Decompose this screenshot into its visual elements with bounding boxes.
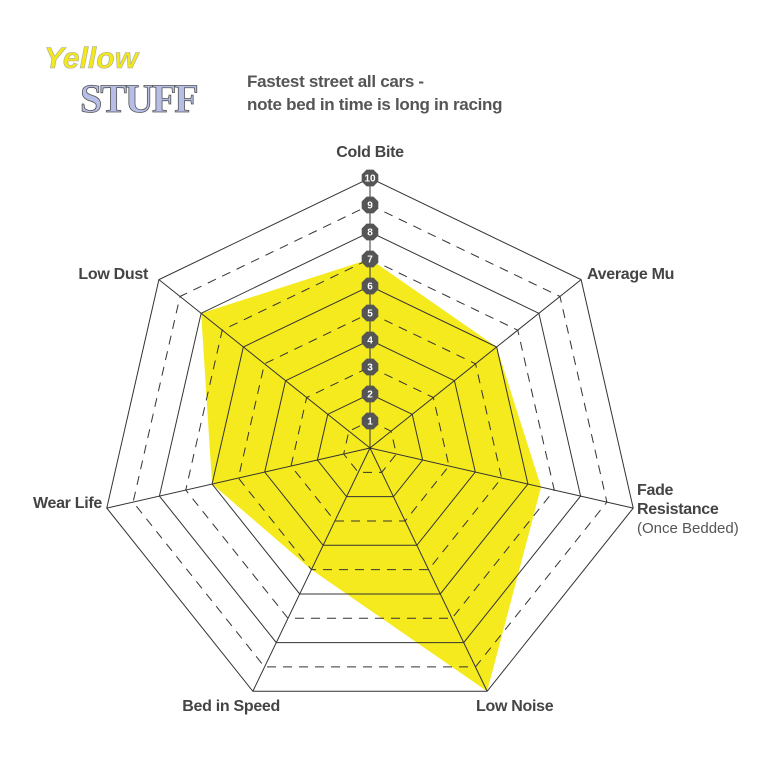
tick-label: 4: [367, 336, 373, 347]
tick-badge: [361, 250, 379, 268]
tick-badge: [361, 304, 379, 322]
yellow-stuff-logo: Yellow STUFF: [44, 42, 200, 118]
tick-label: 6: [367, 282, 373, 293]
tick-label: 3: [367, 363, 373, 374]
grid-ring-9: [132, 204, 608, 668]
grid-spoke: [369, 279, 582, 449]
tick-badge: [361, 223, 379, 241]
data-polygon: [201, 259, 542, 692]
tick-label: 5: [367, 309, 373, 320]
tick-label: 9: [367, 201, 373, 212]
axis-label-fade-resistance: Resistance: [637, 501, 719, 518]
axis-label-average-mu: Average Mu: [587, 266, 674, 283]
grid-ring-6: [211, 285, 529, 595]
title-line-2: note bed in time is long in racing: [247, 95, 503, 114]
tick-badge: [361, 169, 379, 187]
tick-label: 2: [367, 390, 373, 401]
grid-spoke: [252, 447, 371, 692]
tick-label: 7: [367, 255, 373, 266]
chart-title: Fastest street all cars - note bed in ti…: [247, 70, 503, 116]
tick-label: 8: [367, 228, 373, 239]
grid-ring-4: [264, 339, 476, 546]
tick-badge: [361, 385, 379, 403]
grid-spoke: [158, 279, 371, 449]
tick-label: 10: [364, 174, 376, 185]
axis-label-low-dust: Low Dust: [78, 266, 149, 283]
tick-badge: [361, 412, 379, 430]
svg-text:STUFF: STUFF: [80, 76, 197, 118]
grid-ring-1: [343, 420, 397, 473]
grid-ring-10: [106, 177, 634, 692]
tick-badge: [361, 196, 379, 214]
tick-badge: [361, 358, 379, 376]
grid-ring-3: [290, 366, 450, 522]
grid-spoke: [106, 447, 371, 509]
svg-text:Yellow: Yellow: [44, 42, 140, 75]
tick-label: 1: [367, 417, 373, 428]
grid-ring-2: [316, 393, 424, 498]
grid-ring-5: [237, 312, 503, 571]
title-line-1: Fastest street all cars -: [247, 72, 424, 91]
grid-spoke: [369, 447, 488, 692]
tick-badge: [361, 331, 379, 349]
axis-label-bed-in-speed: Bed in Speed: [182, 698, 280, 715]
grid-ring-8: [158, 231, 582, 644]
axis-label-fade-resistance: Fade: [637, 482, 674, 499]
grid-spoke: [369, 447, 634, 509]
tick-badge: [361, 277, 379, 295]
axis-sublabel: (Once Bedded): [637, 520, 739, 537]
axis-label-wear-life: Wear Life: [33, 495, 102, 512]
axis-label-cold-bite: Cold Bite: [336, 144, 404, 161]
axis-label-low-noise: Low Noise: [476, 698, 554, 715]
